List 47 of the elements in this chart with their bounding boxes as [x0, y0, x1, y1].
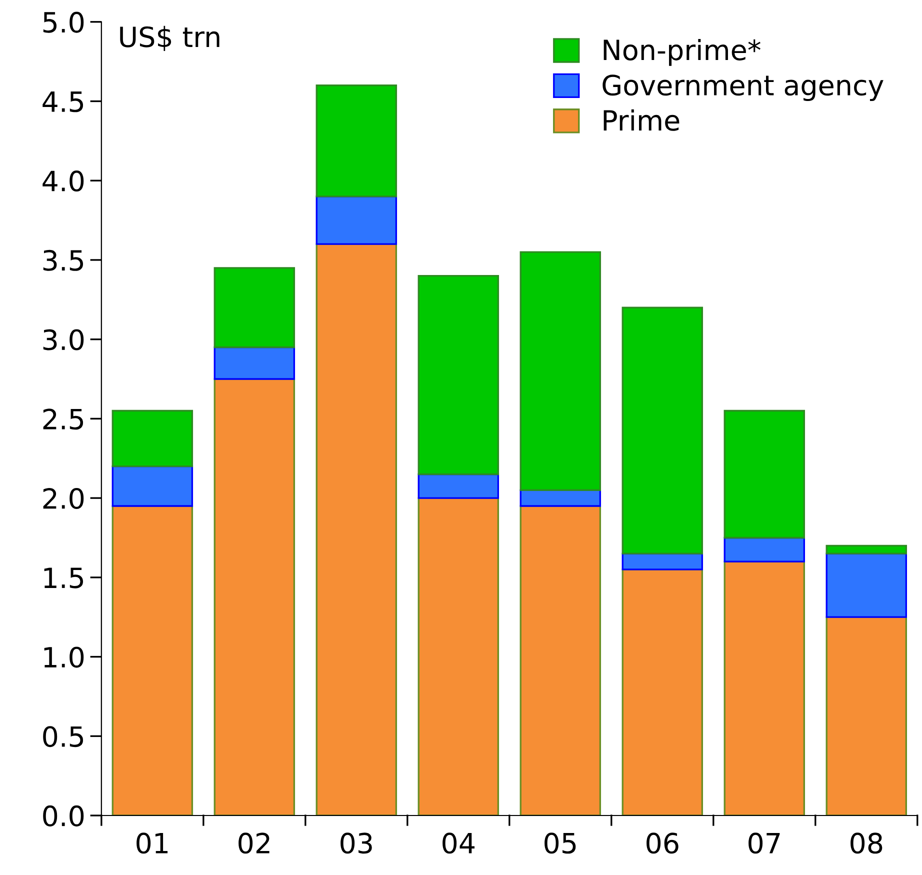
bar	[214, 267, 296, 348]
bar	[316, 84, 398, 198]
x-tick-label: 05	[544, 832, 576, 854]
bar	[520, 251, 602, 491]
y-tick-label: 0.0	[43, 805, 84, 826]
y-tick-label: 2.5	[43, 408, 84, 430]
y-tick-label: 2.0	[43, 488, 84, 509]
bar	[826, 544, 908, 554]
legend-label: Government agency	[602, 74, 884, 102]
bar	[826, 552, 908, 618]
x-tick-label: 02	[238, 832, 270, 854]
y-tick-label: 5.0	[43, 12, 84, 33]
y-axis-title: US$ trn	[120, 26, 220, 52]
bar	[520, 489, 602, 507]
bar	[724, 536, 806, 562]
bar	[724, 410, 806, 539]
y-tick-label: 3.5	[43, 250, 84, 271]
bar	[622, 306, 704, 554]
x-tick-label: 03	[340, 832, 372, 854]
x-tick-label: 08	[850, 832, 882, 854]
bar	[214, 378, 296, 816]
bar	[418, 473, 500, 499]
bar	[520, 505, 602, 816]
bar	[622, 552, 704, 570]
bar	[418, 275, 500, 476]
bar	[622, 568, 704, 816]
y-tick-label: 4.0	[42, 170, 84, 192]
y-tick-label: 1.5	[44, 568, 84, 588]
y-tick-label: 3.0	[43, 329, 84, 350]
bar	[214, 346, 296, 380]
bar	[826, 616, 908, 816]
x-tick-label: 01	[136, 832, 168, 854]
bar	[316, 196, 398, 245]
bar	[112, 505, 194, 816]
bar	[316, 243, 398, 816]
x-tick-label: 04	[442, 832, 475, 854]
y-tick-label: 0.5	[43, 726, 84, 748]
bar	[112, 410, 194, 468]
y-tick-label: 4.5	[42, 92, 84, 112]
bar	[724, 560, 806, 816]
bar	[112, 465, 194, 507]
x-tick-label: 06	[646, 832, 678, 854]
bar	[418, 497, 500, 816]
legend-label: Non-prime*	[604, 38, 760, 66]
legend-label: Prime	[604, 109, 680, 131]
y-tick-label: 1.0	[44, 646, 84, 668]
x-tick-label: 07	[748, 832, 780, 854]
